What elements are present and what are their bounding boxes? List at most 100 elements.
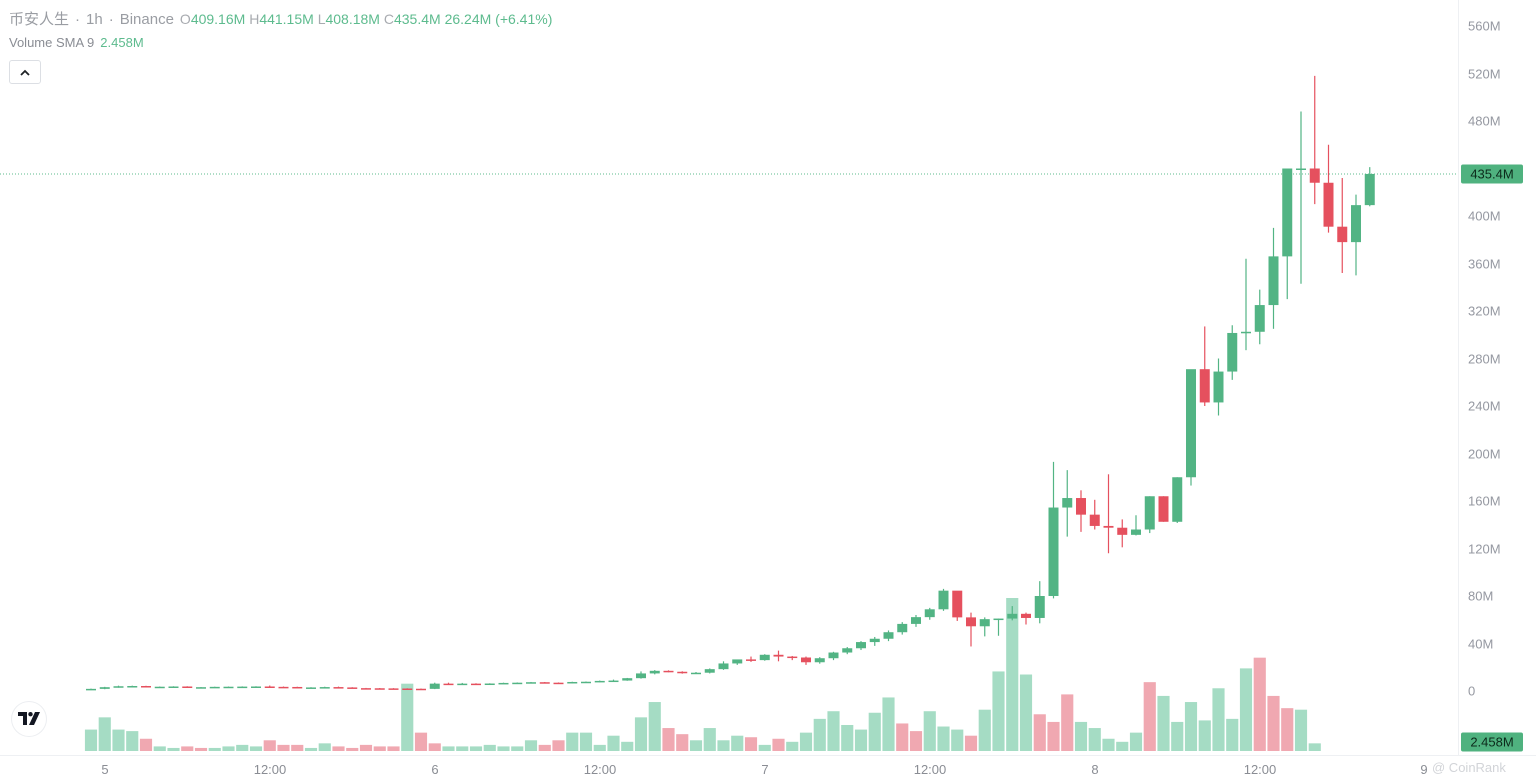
volume-bar (112, 729, 125, 751)
volume-bar (1102, 738, 1115, 751)
volume-bar (854, 729, 868, 751)
tradingview-logo-icon (18, 712, 40, 725)
low-key: L (317, 11, 326, 27)
volume-bar (813, 718, 826, 751)
candle-body (1103, 525, 1114, 528)
volume-bar (222, 746, 235, 751)
volume-bar (153, 746, 166, 751)
symbol-name[interactable]: 币安人生 (9, 11, 70, 28)
candle-body (677, 671, 688, 674)
volume-bar (731, 735, 744, 751)
candle-body (856, 642, 866, 649)
volume-bar (1253, 657, 1266, 751)
volume-bar (208, 747, 221, 751)
candle-body (1282, 168, 1293, 257)
candle-body (484, 683, 495, 686)
indicator-legend-row[interactable]: Volume SMA 9 2.458M (9, 35, 552, 50)
candle-body (1076, 498, 1086, 515)
price-chart-canvas[interactable] (0, 0, 1458, 755)
volume-bar (332, 746, 345, 751)
collapse-legend-button[interactable] (9, 60, 41, 84)
volume-bar (249, 746, 263, 751)
volume-bar (923, 711, 936, 751)
candle-body (1158, 496, 1169, 522)
volume-bar (786, 741, 799, 751)
candle-body (787, 656, 798, 659)
volume-bar (1267, 695, 1280, 751)
volume-bar (469, 746, 483, 751)
candle-body (361, 688, 371, 690)
candle-body (99, 687, 110, 689)
candle-body (663, 670, 674, 673)
close-value: 435.4M (393, 11, 441, 27)
candle-body (581, 681, 591, 684)
volume-bar (456, 746, 469, 751)
candle-body (498, 682, 509, 685)
volume-bar (483, 744, 496, 751)
indicator-value: 2.458M (100, 35, 144, 50)
candle-body (993, 618, 1004, 621)
time-tick-label: 8 (1091, 762, 1099, 777)
change-value: 26.24M (+6.41%) (444, 11, 553, 27)
volume-bar (882, 697, 895, 751)
time-tick-label: 7 (761, 762, 769, 777)
candle-body (732, 659, 743, 664)
volume-bar (1308, 743, 1321, 751)
separator: · (108, 11, 114, 28)
volume-bar (1061, 694, 1074, 751)
candle-body (897, 623, 908, 633)
candle-body (113, 686, 124, 688)
candle-body (1241, 331, 1251, 334)
candle-body (1364, 173, 1375, 206)
volume-bar (566, 732, 579, 751)
candle-body (127, 686, 138, 688)
candle-body (1007, 613, 1018, 619)
candle-body (388, 688, 399, 690)
candle-body (347, 687, 358, 689)
candle-body (1268, 256, 1279, 306)
price-tick-label: 200M (1468, 446, 1501, 461)
volume-bar (1088, 728, 1101, 751)
candle-body (457, 683, 468, 686)
volume-bar (373, 746, 386, 751)
symbol-legend-row: 币安人生 · 1h · Binance O409.16M H441.15M L4… (9, 8, 552, 29)
candle-body (1021, 613, 1031, 618)
price-axis[interactable]: 560M 520M 480M 400M 360M 320M 280M 240M 200M 160M… (1458, 0, 1536, 755)
candle-body (828, 652, 839, 659)
candle-body (264, 686, 275, 688)
time-axis[interactable]: 5 12:00 6 12:00 7 12:00 8 12:00 9 (0, 755, 1536, 784)
volume-bar (744, 737, 758, 751)
volume-bar (1239, 668, 1253, 751)
time-tick-label: 12:00 (253, 762, 287, 777)
high-key: H (249, 11, 260, 27)
volume-bar (1281, 708, 1294, 751)
volume-bar (1019, 674, 1033, 751)
volume-bar (1171, 721, 1184, 751)
volume-bar (621, 741, 634, 751)
ohlc-values: O409.16M H441.15M L408.18M C435.4M 26.24… (180, 11, 552, 27)
volume-bar (497, 746, 510, 751)
volume-bar (772, 738, 785, 751)
indicator-name: Volume SMA 9 (9, 35, 95, 50)
volume-bar (634, 717, 648, 751)
candle-body (622, 678, 633, 681)
candle-body (842, 648, 853, 653)
interval-label[interactable]: 1h (86, 11, 103, 28)
candle-body (86, 688, 96, 691)
tradingview-logo[interactable] (12, 702, 46, 736)
candle-body (182, 686, 193, 688)
candle-body (429, 683, 440, 689)
volume-bar (1157, 695, 1170, 751)
candle-body (979, 619, 990, 627)
price-tick-label: 480M (1468, 113, 1501, 129)
volume-bar (291, 744, 304, 751)
volume-bar (662, 728, 675, 751)
price-tick-label: 40M (1468, 636, 1494, 651)
candle-body (402, 688, 413, 691)
volume-bar (827, 711, 840, 751)
volume-bar (1226, 718, 1239, 751)
volume-bar (579, 732, 593, 751)
open-key: O (179, 11, 191, 27)
volume-bar (1116, 741, 1129, 751)
candle-body (773, 654, 784, 657)
